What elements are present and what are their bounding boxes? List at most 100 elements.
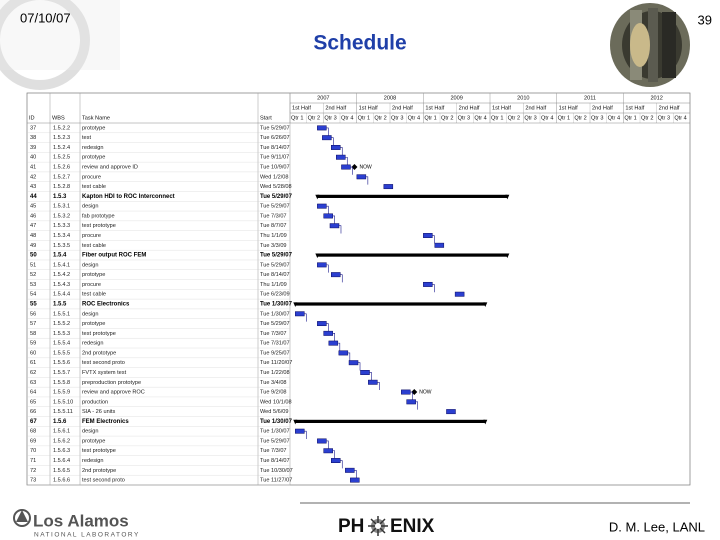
now-label: NOW bbox=[419, 389, 432, 395]
dependency-link bbox=[326, 440, 329, 449]
cell-text: 67 bbox=[30, 419, 37, 425]
cell-text: Tue 8/14/07 bbox=[260, 458, 290, 464]
dependency-link bbox=[358, 362, 361, 371]
cell-text: 47 bbox=[30, 223, 36, 229]
year-label: 2008 bbox=[384, 95, 396, 101]
summary-bar bbox=[317, 253, 508, 257]
half-label: 1st Half bbox=[425, 105, 444, 111]
cell-text: 1.5.6 bbox=[53, 419, 67, 425]
task-bar bbox=[322, 135, 332, 141]
cell-text: 1.5.2.3 bbox=[53, 135, 70, 141]
cell-text: test second proto bbox=[82, 360, 125, 366]
cell-text: design bbox=[82, 262, 98, 268]
column-header: Task Name bbox=[82, 115, 110, 121]
cell-text: 1.5.6.2 bbox=[53, 438, 70, 444]
cell-text: redesign bbox=[82, 341, 103, 347]
cell-text: Tue 1/22/08 bbox=[260, 370, 290, 376]
cell-text: 1.5.3.4 bbox=[53, 233, 70, 239]
quarter-label: Qtr 1 bbox=[291, 115, 303, 121]
quarter-label: Qtr 3 bbox=[458, 115, 470, 121]
cell-text: Tue 9/11/07 bbox=[260, 155, 289, 161]
cell-text: Thu 1/1/09 bbox=[260, 233, 287, 239]
cell-text: 1.5.6.6 bbox=[53, 478, 70, 484]
summary-cap bbox=[483, 419, 488, 425]
los-alamos-logo: Los Alamos NATIONAL LABORATORY bbox=[13, 509, 138, 539]
quarter-label: Qtr 3 bbox=[324, 115, 336, 121]
cell-text: test cable bbox=[82, 184, 106, 190]
cell-text: 54 bbox=[30, 292, 36, 298]
cell-text: 44 bbox=[30, 194, 37, 200]
summary-cap bbox=[315, 253, 320, 259]
cell-text: Tue 7/3/07 bbox=[260, 331, 287, 337]
background-graphic bbox=[0, 0, 120, 90]
cell-text: Wed 5/6/09 bbox=[260, 409, 289, 415]
cell-text: Tue 8/14/07 bbox=[260, 272, 290, 278]
dependency-link bbox=[326, 205, 329, 214]
quarter-label: Qtr 1 bbox=[558, 115, 570, 121]
quarter-label: Qtr 4 bbox=[608, 115, 620, 121]
cell-text: SIA - 26 units bbox=[82, 409, 115, 415]
task-bar bbox=[446, 409, 456, 415]
column-header: WBS bbox=[52, 115, 65, 121]
task-bar bbox=[423, 233, 433, 238]
cell-text: 1.5.4 bbox=[53, 253, 67, 259]
cell-text: test prototype bbox=[82, 223, 116, 229]
cell-text: Tue 7/31/07 bbox=[260, 341, 290, 347]
cell-text: 1.5.3 bbox=[53, 194, 67, 200]
cell-text: 65 bbox=[30, 399, 36, 405]
dependency-link bbox=[332, 333, 335, 342]
quarter-label: Qtr 3 bbox=[524, 115, 536, 121]
cell-text: 38 bbox=[30, 135, 36, 141]
dependency-link bbox=[365, 176, 369, 185]
author: D. M. Lee, LANL bbox=[609, 519, 705, 534]
cell-text: Tue 6/26/07 bbox=[260, 135, 290, 141]
dependency-link bbox=[340, 460, 343, 469]
task-bar bbox=[383, 184, 394, 190]
year-label: 2010 bbox=[517, 95, 529, 101]
cell-text: Tue 10/9/07 bbox=[260, 165, 290, 171]
column-header: Start bbox=[260, 115, 272, 121]
cell-text: 1.5.2.5 bbox=[53, 155, 70, 161]
cell-text: 51 bbox=[30, 262, 36, 268]
task-bar bbox=[406, 399, 416, 405]
year-label: 2007 bbox=[317, 95, 329, 101]
cell-text: 70 bbox=[30, 448, 36, 454]
detector-graphic bbox=[610, 3, 690, 87]
task-bar bbox=[317, 125, 327, 131]
cell-text: 56 bbox=[30, 311, 36, 317]
year-label: 2009 bbox=[450, 95, 462, 101]
milestone bbox=[351, 164, 358, 171]
cell-text: test cable bbox=[82, 292, 106, 298]
cell-text: 68 bbox=[30, 429, 36, 435]
dependency-link bbox=[432, 284, 435, 293]
cell-text: Tue 3/4/08 bbox=[260, 380, 287, 386]
year-label: 2011 bbox=[584, 95, 596, 101]
cell-text: Tue 8/14/07 bbox=[260, 145, 290, 151]
quarter-label: Qtr 3 bbox=[658, 115, 670, 121]
task-bar bbox=[323, 213, 333, 219]
cell-text: Tue 8/7/07 bbox=[260, 223, 287, 229]
cell-text: 1.5.5.7 bbox=[53, 370, 70, 376]
cell-text: 1.5.5 bbox=[53, 302, 67, 308]
cell-text: redesign bbox=[82, 145, 103, 151]
cell-text: Tue 5/29/07 bbox=[260, 321, 290, 327]
cell-text: 39 bbox=[30, 145, 36, 151]
dependency-link bbox=[354, 470, 357, 479]
cell-text: Wed 10/1/08 bbox=[260, 399, 292, 405]
now-label: NOW bbox=[359, 164, 372, 170]
task-bar bbox=[345, 467, 355, 473]
quarter-label: Qtr 1 bbox=[491, 115, 503, 121]
schedule-table: ID WBS Task Name Start 2007 2008 2009 2010 2011 2… bbox=[27, 93, 690, 486]
cell-text: 46 bbox=[30, 213, 36, 219]
cell-text: test second proto bbox=[82, 478, 125, 484]
summary-cap bbox=[315, 194, 320, 200]
cell-text: 1.5.5.11 bbox=[53, 409, 73, 415]
task-bar bbox=[323, 330, 333, 336]
quarter-label: Qtr 2 bbox=[441, 115, 453, 121]
cell-text: Tue 3/3/09 bbox=[260, 243, 287, 249]
quarter-label: Qtr 2 bbox=[574, 115, 586, 121]
cell-text: 61 bbox=[30, 360, 36, 366]
cell-text: 1.5.5.1 bbox=[53, 311, 70, 317]
dependency-link bbox=[340, 147, 343, 156]
dependency-link bbox=[337, 342, 341, 351]
